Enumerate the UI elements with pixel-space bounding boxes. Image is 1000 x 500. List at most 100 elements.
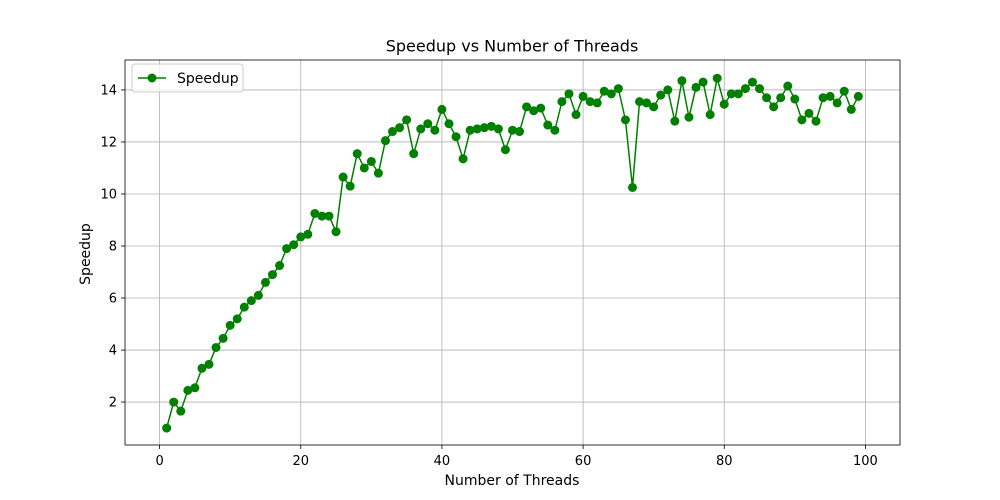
data-point bbox=[599, 86, 609, 96]
data-point bbox=[747, 77, 757, 87]
data-point bbox=[239, 302, 249, 312]
x-tick-label: 20 bbox=[292, 454, 309, 469]
data-point bbox=[776, 93, 786, 103]
data-point bbox=[839, 86, 849, 96]
data-point bbox=[268, 270, 278, 280]
data-point bbox=[465, 125, 475, 135]
data-point bbox=[684, 112, 694, 122]
y-tick-label: 14 bbox=[100, 83, 117, 98]
data-point bbox=[804, 108, 814, 118]
data-point bbox=[649, 102, 659, 112]
data-point bbox=[613, 84, 623, 94]
data-point bbox=[169, 397, 179, 407]
data-point bbox=[797, 115, 807, 125]
x-tick-label: 80 bbox=[716, 454, 733, 469]
data-point bbox=[712, 73, 722, 83]
grid bbox=[125, 60, 900, 445]
data-point bbox=[423, 119, 433, 129]
data-point bbox=[663, 85, 673, 95]
data-point bbox=[500, 145, 510, 155]
data-point bbox=[536, 103, 546, 113]
data-point bbox=[197, 363, 207, 373]
data-point bbox=[853, 91, 863, 101]
data-point bbox=[578, 91, 588, 101]
data-point bbox=[275, 261, 285, 271]
data-point bbox=[317, 211, 327, 221]
data-point bbox=[388, 127, 398, 137]
data-point bbox=[366, 156, 376, 166]
data-point bbox=[529, 106, 539, 116]
data-point bbox=[338, 172, 348, 182]
y-tick-label: 10 bbox=[100, 187, 117, 202]
data-point bbox=[571, 110, 581, 120]
legend: Speedup bbox=[131, 63, 244, 93]
data-point bbox=[176, 406, 186, 416]
data-point bbox=[493, 124, 503, 134]
axes: 0 20 40 60 80 100 2 4 6 8 10 12 14 bbox=[100, 59, 901, 469]
data-point bbox=[825, 91, 835, 101]
data-point bbox=[246, 296, 256, 306]
x-tick-label: 0 bbox=[155, 454, 163, 469]
data-point bbox=[218, 333, 228, 343]
data-point bbox=[416, 124, 426, 134]
data-point bbox=[331, 227, 341, 237]
data-point bbox=[472, 124, 482, 134]
data-point bbox=[557, 97, 567, 107]
data-point bbox=[719, 99, 729, 109]
data-point bbox=[183, 385, 193, 395]
data-point bbox=[755, 84, 765, 94]
legend-label: Speedup bbox=[177, 71, 239, 87]
data-point bbox=[324, 211, 334, 221]
data-point bbox=[733, 89, 743, 99]
data-point bbox=[289, 240, 299, 250]
data-point bbox=[677, 76, 687, 86]
data-point bbox=[705, 110, 715, 120]
data-point bbox=[635, 97, 645, 107]
data-point bbox=[282, 244, 292, 254]
data-point bbox=[402, 115, 412, 125]
data-point bbox=[515, 127, 525, 137]
data-point bbox=[846, 104, 856, 114]
data-point bbox=[479, 123, 489, 133]
data-point bbox=[253, 290, 263, 300]
data-point bbox=[303, 229, 313, 239]
data-point bbox=[260, 277, 270, 287]
data-point bbox=[204, 359, 214, 369]
y-tick-label: 6 bbox=[109, 292, 117, 307]
data-point bbox=[762, 93, 772, 103]
data-point bbox=[550, 125, 560, 135]
data-point bbox=[740, 84, 750, 94]
data-point bbox=[627, 182, 637, 192]
series-layer bbox=[162, 73, 863, 433]
y-tick-label: 12 bbox=[100, 135, 117, 150]
legend-marker bbox=[147, 73, 157, 83]
data-point bbox=[783, 81, 793, 91]
data-point bbox=[395, 123, 405, 133]
data-point bbox=[373, 168, 383, 178]
data-point bbox=[769, 102, 779, 112]
data-point bbox=[670, 116, 680, 126]
data-point bbox=[444, 119, 454, 129]
data-point bbox=[606, 89, 616, 99]
data-point bbox=[832, 98, 842, 108]
x-tick-label: 100 bbox=[853, 454, 878, 469]
chart-title: Speedup vs Number of Threads bbox=[386, 37, 639, 56]
data-point bbox=[818, 93, 828, 103]
data-point bbox=[162, 423, 172, 433]
data-point bbox=[486, 121, 496, 131]
data-point bbox=[359, 163, 369, 173]
x-tick-label: 60 bbox=[575, 454, 592, 469]
data-point bbox=[726, 89, 736, 99]
data-point bbox=[790, 94, 800, 104]
x-axis-label: Number of Threads bbox=[445, 473, 580, 489]
y-axis-label: Speedup bbox=[78, 223, 94, 285]
data-point bbox=[592, 98, 602, 108]
data-point bbox=[232, 314, 242, 324]
data-point bbox=[211, 342, 221, 352]
data-point bbox=[620, 115, 630, 125]
data-point bbox=[543, 120, 553, 130]
data-point bbox=[656, 90, 666, 100]
data-point bbox=[811, 116, 821, 126]
